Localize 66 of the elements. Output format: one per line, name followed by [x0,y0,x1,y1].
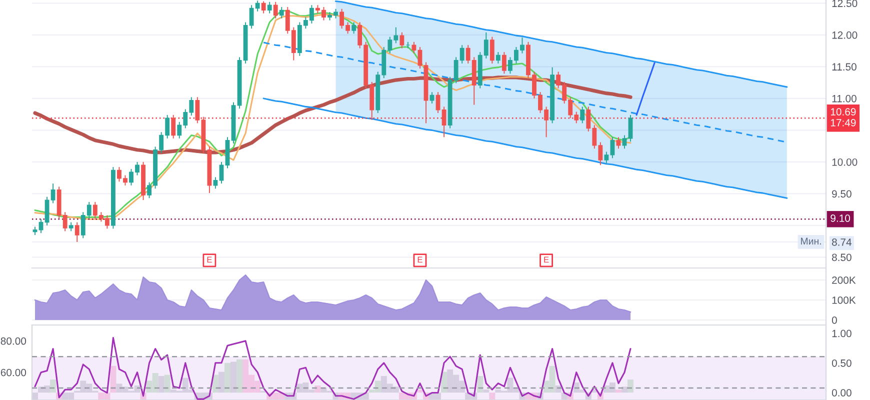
text: E [544,256,549,263]
candlestick [418,46,422,70]
y-tick-label: 12.00 [832,31,858,39]
bar [224,362,230,393]
y-tick-label: 8.74 [832,238,852,246]
y-tick-label: 8.50 [832,254,852,262]
bar [314,385,321,393]
candlestick [261,0,266,14]
bar [489,392,496,400]
y-tick-label: 200K [832,276,856,284]
bar [164,374,170,393]
candlestick [273,1,278,19]
y-tick-label: 80.00 [0,337,26,345]
ref-line-label: 9.10 [830,214,850,222]
candlestick [412,41,416,54]
bar [477,376,484,393]
text: E [418,256,422,263]
candlestick [213,176,218,190]
y-tick-label: 11.50 [832,63,856,71]
candlestick [400,32,404,49]
candlestick [490,36,494,64]
candlestick [616,136,621,150]
bar [158,376,164,393]
y-tick-label: 9.50 [832,190,852,198]
y-tick-label: 100K [832,296,856,304]
candlestick [628,114,633,142]
candlestick [502,52,506,74]
line-series [636,62,656,116]
candlestick [604,151,609,164]
y-tick-label: 60.00 [0,368,26,376]
annotation: Мин. [801,238,821,244]
bar [615,390,622,393]
candlestick [610,136,615,159]
candlestick [279,6,284,19]
bar [628,380,634,393]
y2-tick-label: 1.00 [832,330,852,338]
bar [218,372,224,393]
candlestick [44,196,50,226]
candlestick [442,106,446,138]
line-series [34,336,632,400]
line-series [335,0,788,88]
ref-line-label: 10.69 17:49 [830,108,856,126]
y-tick-label: 11.00 [832,94,856,102]
candlestick [352,22,356,34]
bar [230,362,237,393]
bar [50,380,56,393]
y-tick-label: 10.00 [832,158,858,166]
bar [32,392,38,400]
y-tick-label: 12.50 [832,0,858,8]
series-label: E [207,256,212,263]
bar [416,390,423,393]
y2-tick-label: 0.00 [832,389,852,396]
candlestick [622,134,627,150]
y2-tick-label: 0.50 [832,359,852,367]
bar [621,386,628,393]
candlestick [580,106,585,124]
bar [483,390,490,393]
candlestick [171,114,176,139]
candlestick [267,1,272,14]
candlestick [496,52,500,64]
candlestick [74,222,80,242]
y-tick-label: 0 [832,316,837,324]
candlestick [50,183,56,204]
bar [110,366,116,393]
bar [236,359,243,393]
line-series [262,98,788,199]
